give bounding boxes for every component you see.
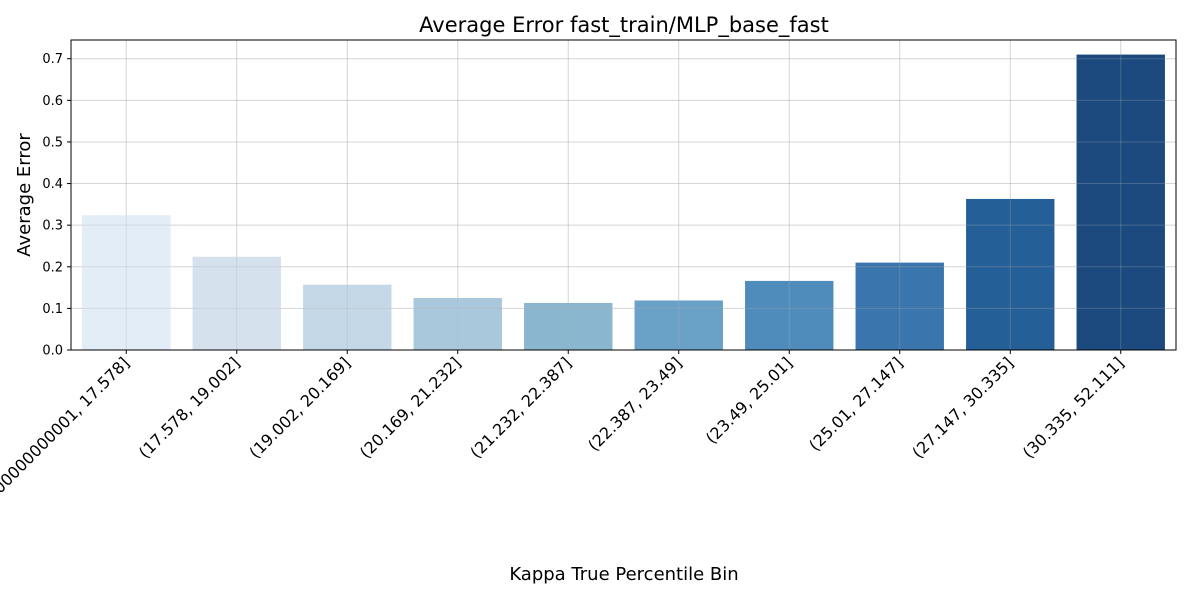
- y-tick-label: 0.4: [42, 177, 63, 192]
- y-tick-label: 0.0: [42, 344, 63, 359]
- bar: [82, 215, 171, 350]
- x-axis: (12.844000000000001, 17.578] (17.578, 19.…: [0, 350, 1128, 548]
- y-tick-label: 0.3: [42, 219, 63, 234]
- bar: [192, 256, 281, 350]
- chart-title: Average Error fast_train/MLP_base_fast: [419, 13, 829, 38]
- y-tick-label: 0.6: [42, 94, 63, 109]
- y-axis: 0.0 0.1 0.2 0.3 0.4 0.5 0.6 0.7: [42, 52, 71, 359]
- x-tick-label: (17.578, 19.002]: [135, 353, 244, 462]
- y-tick-label: 0.2: [42, 260, 63, 275]
- x-tick-label: (30.335, 52.111]: [1019, 353, 1128, 462]
- x-tick-label: (27.147, 30.335]: [908, 353, 1017, 462]
- grid-overlay: [71, 40, 1176, 351]
- x-tick-label: (21.232, 22.387]: [466, 353, 575, 462]
- y-axis-label: Average Error: [14, 133, 35, 257]
- x-axis-label: Kappa True Percentile Bin: [509, 564, 738, 585]
- bar: [855, 262, 944, 350]
- x-tick-label: (12.844000000000001, 17.578]: [0, 353, 133, 548]
- bar: [303, 284, 392, 350]
- y-tick-label: 0.7: [42, 52, 63, 67]
- x-tick-label: (22.387, 23.49]: [584, 353, 685, 454]
- bar: [634, 300, 723, 350]
- x-tick-label: (25.01, 27.147]: [805, 353, 906, 454]
- bar: [745, 280, 834, 350]
- plot-frame: [70, 39, 1177, 351]
- bars: [82, 54, 1165, 351]
- bar: [966, 198, 1055, 350]
- y-tick-label: 0.1: [42, 302, 63, 317]
- bar: [413, 297, 502, 350]
- x-tick-label: (20.169, 21.232]: [356, 353, 465, 462]
- bar: [524, 302, 613, 350]
- x-tick-label: (19.002, 20.169]: [245, 353, 354, 462]
- bar: [1076, 54, 1165, 351]
- x-tick-label: (23.49, 25.01]: [702, 353, 796, 447]
- y-tick-label: 0.5: [42, 135, 63, 150]
